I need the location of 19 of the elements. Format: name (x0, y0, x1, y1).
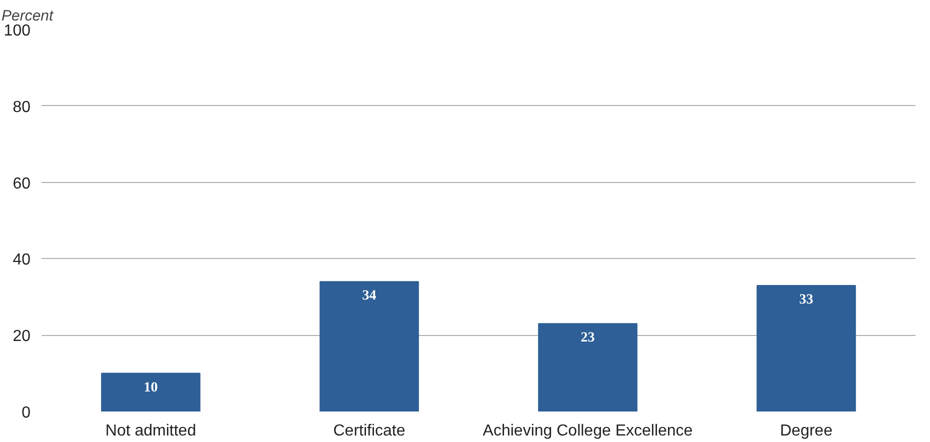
y-tick-label: 100 (4, 22, 31, 40)
y-tick-label: 80 (12, 98, 31, 116)
y-axis-title: Percent (2, 8, 54, 24)
x-tick-label: Certificate (333, 422, 406, 440)
bar (756, 284, 856, 412)
data-label: 10 (144, 380, 158, 396)
y-tick-label: 60 (12, 175, 31, 192)
y-tick-label: 0 (22, 404, 31, 422)
x-tick-label: Achieving College Excellence (482, 422, 693, 440)
y-tick-label: 40 (12, 252, 31, 269)
x-tick-label: Degree (780, 422, 833, 440)
data-label: 33 (799, 292, 814, 308)
x-tick-label: Not admitted (105, 422, 196, 440)
y-tick-label: 20 (12, 328, 31, 346)
bar (538, 323, 638, 412)
bar (101, 372, 200, 412)
data-label: 34 (362, 288, 376, 304)
bar (320, 281, 419, 412)
data-label: 23 (580, 330, 595, 346)
